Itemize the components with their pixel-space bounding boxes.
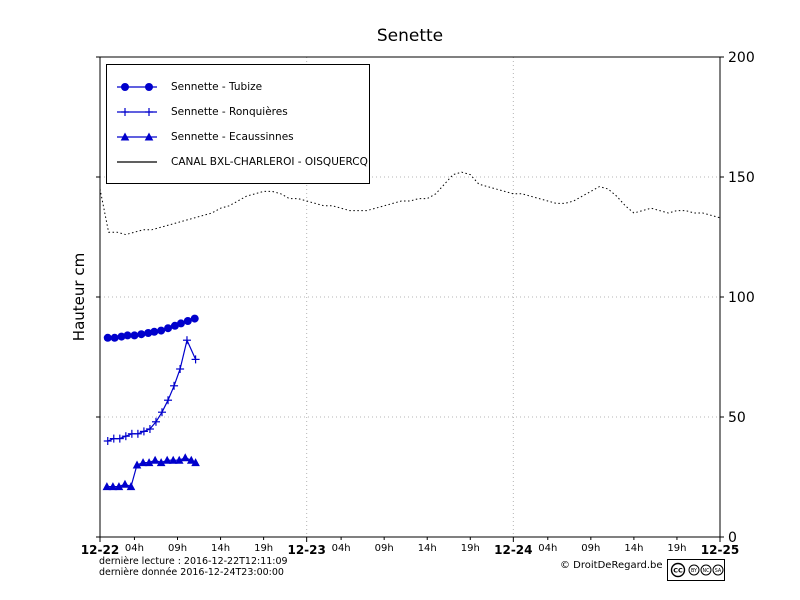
marker-circle-icon <box>164 324 173 333</box>
last-data-text: dernière donnée 2016-12-24T23:00:00 <box>99 567 284 578</box>
cc-sa-text: SA <box>715 568 722 574</box>
legend-label: Sennette - Tubize <box>171 80 263 93</box>
last-read-text: dernière lecture : 2016-12-22T12:11:09 <box>99 556 288 567</box>
x-minor-tick-label: 19h <box>461 543 480 554</box>
marker-circle-icon <box>145 82 153 91</box>
legend-item-ecaussinnes: Sennette - Ecaussinnes <box>115 124 361 149</box>
marker-circle-icon <box>137 330 146 339</box>
cc-nc-icon <box>700 564 712 576</box>
marker-triangle-icon <box>108 482 118 491</box>
legend-sample-circle <box>117 82 157 91</box>
marker-triangle-icon <box>138 458 148 467</box>
marker-triangle-icon <box>120 479 130 488</box>
x-minor-tick-label: 19h <box>667 543 686 554</box>
legend-label: Sennette - Ecaussinnes <box>171 130 294 143</box>
x-major-tick-label: 12-23 <box>287 543 325 557</box>
x-major-tick-label: 12-24 <box>494 543 532 557</box>
marker-triangle-icon <box>150 455 160 464</box>
cc-license-badge[interactable]: CC BY NC SA <box>667 559 725 581</box>
x-minor-tick-label: 09h <box>581 543 600 554</box>
marker-triangle-icon <box>162 455 172 464</box>
marker-triangle-icon <box>144 132 154 140</box>
legend-item-ronquieres: Sennette - Ronquières <box>115 99 361 124</box>
legend-item-canal: CANAL BXL-CHARLEROI - OISQUERCQ <box>115 149 368 174</box>
legend-sample-line <box>117 160 157 163</box>
legend-sample-plus <box>117 107 157 116</box>
x-minor-tick-label: 09h <box>168 543 187 554</box>
y-tick-label: 50 <box>728 410 746 426</box>
legend-label: CANAL BXL-CHARLEROI - OISQUERCQ <box>171 155 368 168</box>
footer-status: dernière lecture : 2016-12-22T12:11:09 d… <box>99 556 288 578</box>
marker-triangle-icon <box>168 455 178 464</box>
y-tick-label: 150 <box>728 170 755 186</box>
x-minor-tick-label: 14h <box>624 543 643 554</box>
marker-triangle-icon <box>186 455 196 464</box>
marker-triangle-icon <box>132 460 142 469</box>
marker-triangle-icon <box>120 132 130 140</box>
marker-triangle-icon <box>156 458 166 467</box>
marker-circle-icon <box>190 314 199 323</box>
x-minor-tick-label: 04h <box>538 543 557 554</box>
series-line-1 <box>107 338 197 442</box>
cc-sa-icon <box>712 564 724 576</box>
marker-circle-icon <box>123 331 132 340</box>
legend-item-tubize: Sennette - Tubize <box>115 74 361 99</box>
x-major-tick-label: 12-22 <box>81 543 119 557</box>
marker-circle-icon <box>157 326 166 335</box>
x-major-tick-label: 12-25 <box>701 543 739 557</box>
x-minor-tick-label: 04h <box>125 543 144 554</box>
cc-text: CC <box>673 566 683 574</box>
marker-circle-icon <box>176 319 185 328</box>
marker-circle-icon <box>130 331 139 340</box>
chart-title: Senette <box>376 26 444 46</box>
x-minor-tick-label: 04h <box>332 543 351 554</box>
marker-circle-icon <box>110 333 119 342</box>
x-minor-tick-label: 14h <box>211 543 230 554</box>
y-tick-label: 100 <box>728 290 755 306</box>
marker-circle-icon <box>117 332 126 341</box>
x-minor-tick-label: 09h <box>375 543 394 554</box>
marker-circle-icon <box>183 317 192 325</box>
marker-triangle-icon <box>174 455 184 464</box>
marker-triangle-icon <box>191 458 200 467</box>
cc-nc-text: NC <box>703 568 711 574</box>
legend-sample-triangle <box>117 132 157 140</box>
copyright-text: © DroitDeRegard.be <box>560 560 663 571</box>
marker-circle-icon <box>144 329 153 337</box>
marker-triangle-icon <box>126 482 136 491</box>
marker-circle-icon <box>121 82 129 91</box>
marker-triangle-icon <box>114 482 124 491</box>
marker-triangle-icon <box>180 453 190 462</box>
marker-triangle-icon <box>102 482 112 491</box>
marker-circle-icon <box>103 333 112 342</box>
cc-by-text: BY <box>691 568 697 574</box>
y-tick-label: 200 <box>728 50 755 66</box>
y-axis-label: Hauteur cm <box>70 252 88 342</box>
x-minor-tick-label: 19h <box>254 543 273 554</box>
legend: Sennette - Tubize Sennette - Ronquières … <box>106 64 370 184</box>
series-line-3 <box>99 171 721 236</box>
y-tick-label: 0 <box>728 530 737 546</box>
marker-triangle-icon <box>144 458 154 467</box>
legend-label: Sennette - Ronquières <box>171 105 288 118</box>
cc-by-icon <box>688 564 700 576</box>
cc-logo-icon <box>670 562 686 578</box>
marker-circle-icon <box>150 327 159 336</box>
x-minor-tick-label: 14h <box>418 543 437 554</box>
marker-circle-icon <box>170 321 179 330</box>
